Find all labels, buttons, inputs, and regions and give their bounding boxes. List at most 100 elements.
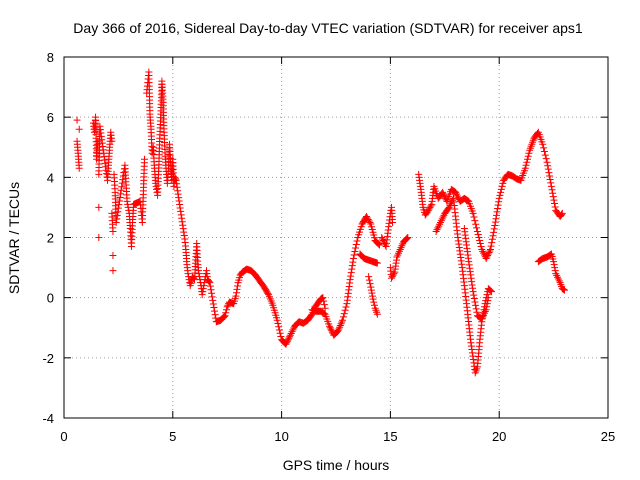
- data-point: [275, 326, 283, 334]
- y-tick-label: 0: [47, 291, 54, 306]
- data-point: [211, 307, 219, 315]
- data-point: [352, 244, 360, 252]
- data-point: [222, 309, 230, 317]
- data-point: [327, 325, 335, 333]
- data-point: [470, 213, 478, 221]
- data-point: [210, 304, 218, 312]
- data-point: [352, 241, 360, 249]
- data-point: [485, 249, 493, 257]
- y-axis-label: SDTVAR / TECUs: [6, 182, 22, 294]
- data-point: [483, 303, 491, 311]
- data-point: [544, 162, 552, 170]
- data-point: [549, 189, 557, 197]
- data-point: [540, 144, 548, 152]
- data-point: [177, 211, 185, 219]
- data-point: [351, 248, 359, 256]
- data-point: [113, 215, 121, 223]
- chart-title: Day 366 of 2016, Sidereal Day-to-day VTE…: [73, 20, 583, 36]
- data-point: [495, 194, 503, 202]
- data-point: [488, 235, 496, 243]
- data-point: [533, 129, 541, 137]
- data-point: [172, 175, 180, 183]
- data-point: [544, 165, 552, 173]
- data-point: [174, 190, 182, 198]
- data-point: [423, 208, 431, 216]
- data-point: [205, 278, 213, 286]
- data-point: [444, 205, 452, 213]
- data-point: [381, 241, 389, 249]
- data-point: [387, 274, 395, 282]
- data-point: [525, 149, 533, 157]
- data-point: [174, 187, 182, 195]
- data-point: [426, 203, 434, 211]
- data-point: [555, 277, 563, 285]
- data-point: [435, 222, 443, 230]
- data-point: [469, 288, 477, 296]
- data-point: [108, 137, 116, 145]
- data-point: [499, 179, 507, 187]
- data-point: [116, 193, 124, 201]
- data-point: [473, 308, 481, 316]
- y-tick-label: -4: [42, 411, 54, 426]
- data-point: [208, 289, 216, 297]
- data-point: [492, 211, 500, 219]
- data-point: [338, 318, 346, 326]
- data-point: [209, 300, 217, 308]
- data-point: [195, 273, 203, 281]
- data-point: [233, 285, 241, 293]
- x-tick-label: 20: [492, 429, 506, 444]
- data-point: [207, 286, 215, 294]
- data-point: [320, 310, 328, 318]
- data-point: [494, 201, 502, 209]
- data-point: [118, 179, 126, 187]
- data-point: [497, 188, 505, 196]
- data-point: [341, 306, 349, 314]
- data-point: [486, 246, 494, 254]
- data-point: [436, 220, 444, 228]
- data-point: [175, 197, 183, 205]
- data-point: [348, 265, 356, 273]
- data-point: [177, 207, 185, 215]
- data-point: [117, 190, 125, 198]
- y-tick-label: 4: [47, 170, 54, 185]
- y-tick-label: 6: [47, 110, 54, 125]
- data-point: [480, 309, 488, 317]
- data-point: [366, 218, 374, 226]
- data-point: [186, 279, 194, 287]
- data-point: [491, 218, 499, 226]
- data-point: [439, 213, 447, 221]
- data-points: [73, 68, 568, 377]
- data-point: [445, 203, 453, 211]
- data-point: [549, 193, 557, 201]
- data-point: [471, 298, 479, 306]
- data-point: [283, 339, 291, 347]
- data-point: [109, 227, 117, 235]
- data-point: [223, 303, 231, 311]
- grid-lines: [64, 57, 608, 418]
- data-point: [487, 287, 495, 295]
- data-point: [481, 308, 489, 316]
- data-point: [178, 214, 186, 222]
- data-point: [488, 288, 496, 296]
- data-point: [388, 273, 396, 281]
- data-point: [378, 235, 386, 243]
- data-point: [439, 188, 447, 196]
- data-point: [539, 140, 547, 148]
- data-point: [115, 201, 123, 209]
- data-point: [378, 234, 386, 241]
- data-point: [546, 175, 554, 183]
- x-tick-label: 5: [169, 429, 176, 444]
- data-point: [347, 269, 355, 277]
- data-point: [491, 221, 499, 229]
- data-point: [547, 179, 555, 187]
- data-point: [547, 182, 555, 190]
- data-point: [483, 300, 491, 308]
- data-point: [440, 211, 448, 219]
- data-point: [558, 209, 566, 217]
- data-point: [560, 286, 568, 294]
- data-point: [449, 196, 457, 204]
- data-point: [175, 194, 183, 202]
- data-point: [368, 289, 376, 297]
- data-point: [123, 197, 131, 205]
